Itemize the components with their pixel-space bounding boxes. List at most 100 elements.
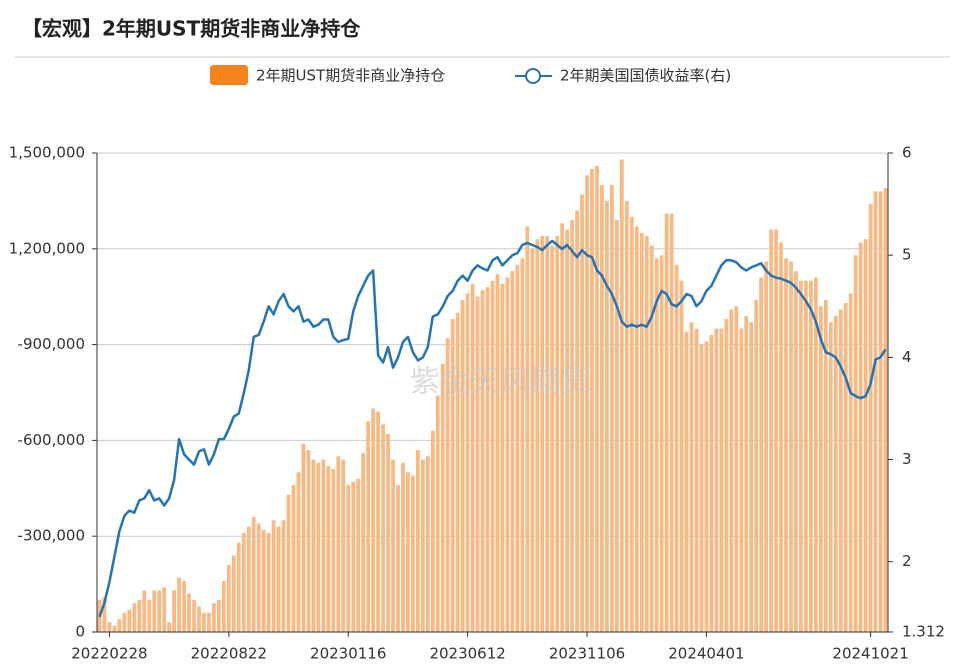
bar — [336, 456, 341, 632]
bar — [709, 335, 714, 632]
bar — [649, 245, 654, 632]
bar — [754, 299, 759, 632]
bar — [425, 456, 430, 632]
x-tick-label: 20231106 — [549, 645, 625, 663]
bar — [112, 625, 117, 632]
bar — [883, 188, 888, 633]
bar — [624, 200, 629, 632]
bar — [281, 520, 286, 632]
bar — [853, 255, 858, 633]
bar — [420, 459, 425, 632]
bar — [197, 606, 201, 632]
bar — [495, 274, 500, 632]
bar — [470, 283, 475, 632]
bar — [172, 590, 176, 632]
bar — [212, 603, 216, 632]
bar — [226, 564, 231, 632]
bar — [192, 600, 196, 632]
bar — [231, 555, 236, 632]
bar — [600, 184, 604, 632]
bar — [356, 478, 361, 632]
bar — [221, 580, 226, 632]
bar — [619, 159, 624, 633]
bar — [435, 395, 440, 632]
bar — [177, 577, 181, 632]
bar — [361, 453, 366, 632]
bar — [669, 213, 674, 632]
bar — [804, 280, 808, 632]
bar — [530, 248, 535, 633]
bar — [878, 191, 883, 632]
x-tick-label: 20220228 — [71, 645, 147, 663]
bar — [774, 229, 778, 632]
bar — [585, 175, 589, 632]
bar — [704, 341, 709, 632]
y2-tick-label: 6 — [902, 144, 912, 162]
bar — [152, 590, 157, 632]
bar — [296, 472, 301, 632]
y2-tick-label: 1.312 — [902, 623, 945, 641]
bar — [629, 216, 634, 632]
bar — [505, 277, 510, 632]
bar — [266, 533, 271, 632]
bar — [107, 622, 112, 632]
x-tick-label: 20241021 — [832, 645, 908, 663]
bar — [132, 603, 137, 632]
bar — [366, 421, 371, 632]
bar — [873, 191, 878, 632]
bar — [784, 258, 788, 632]
bar — [779, 242, 783, 632]
bar — [455, 312, 460, 632]
bar — [838, 309, 843, 632]
bar — [286, 494, 291, 632]
bar — [271, 520, 276, 632]
bar — [799, 280, 803, 632]
x-tick-label: 20230612 — [429, 645, 505, 663]
bar — [659, 255, 664, 633]
bar — [216, 600, 221, 632]
bar — [341, 459, 346, 632]
bar — [331, 469, 336, 632]
y-tick-label: 1,500,000 — [9, 144, 85, 162]
bar — [391, 459, 395, 632]
legend-marker — [525, 68, 541, 84]
bar — [749, 322, 754, 632]
bar — [256, 523, 261, 632]
bar — [276, 526, 281, 632]
bar — [634, 226, 639, 633]
bar — [401, 462, 405, 632]
bar — [833, 315, 838, 632]
bar — [326, 465, 331, 632]
x-tick-label: 20230116 — [310, 645, 386, 663]
bar — [684, 331, 689, 632]
bar — [610, 184, 614, 632]
bar — [644, 236, 649, 632]
bar — [306, 449, 311, 632]
bar — [739, 328, 744, 632]
bar — [694, 328, 699, 632]
bar — [570, 220, 574, 632]
bar — [614, 220, 619, 632]
bar — [236, 542, 241, 632]
bar — [351, 481, 356, 632]
bar — [376, 411, 380, 632]
y-tick-label: -600,000 — [18, 431, 85, 449]
bar — [535, 239, 540, 632]
line — [98, 239, 887, 618]
bar — [674, 264, 679, 632]
x-tick-label: 20220822 — [191, 645, 267, 663]
bar — [371, 408, 375, 632]
bar — [843, 303, 848, 632]
legend-label: 2年期美国国债收益率(右) — [560, 67, 731, 85]
bar — [102, 596, 107, 632]
bar — [828, 322, 833, 632]
bar — [291, 485, 296, 632]
bar — [321, 459, 326, 632]
bar — [386, 434, 390, 632]
bar — [639, 232, 644, 633]
bar — [550, 245, 555, 632]
legend-swatch-bar — [210, 65, 248, 85]
y2-tick-label: 4 — [902, 348, 912, 366]
bar — [734, 306, 739, 632]
bar — [794, 271, 798, 632]
